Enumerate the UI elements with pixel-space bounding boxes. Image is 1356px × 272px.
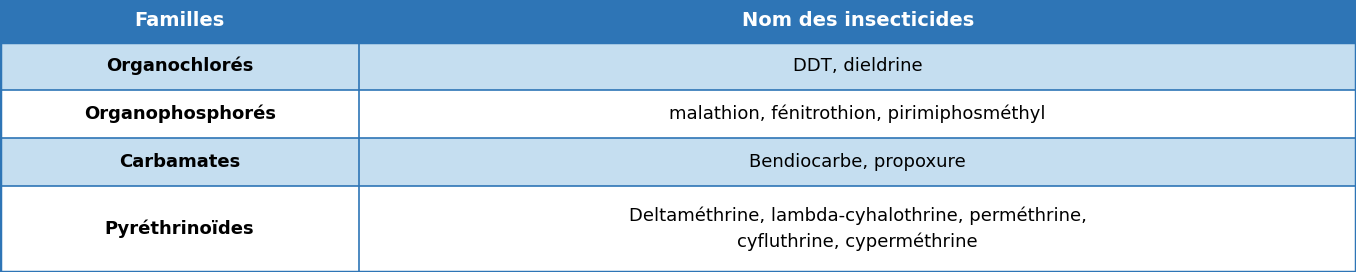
Text: Pyréthrinoïdes: Pyréthrinoïdes [104,220,255,238]
Bar [359,138,1356,186]
Text: Nom des insecticides: Nom des insecticides [742,11,974,30]
Text: Organophosphorés: Organophosphorés [84,105,275,123]
Bar [0,138,359,186]
Bar [359,186,1356,272]
Text: Carbamates: Carbamates [119,153,240,171]
Text: DDT, dieldrine: DDT, dieldrine [793,57,922,75]
Bar [359,0,1356,42]
Bar [0,0,359,42]
Bar [359,42,1356,90]
Text: Deltaméthrine, lambda-cyhalothrine, perméthrine,
cyfluthrine, cyperméthrine: Deltaméthrine, lambda-cyhalothrine, perm… [629,207,1086,251]
Text: Bendiocarbe, propoxure: Bendiocarbe, propoxure [750,153,965,171]
Text: malathion, fénitrothion, pirimiphosméthyl: malathion, fénitrothion, pirimiphosméthy… [670,105,1045,123]
Text: Familles: Familles [134,11,225,30]
Bar [359,90,1356,138]
Bar [0,90,359,138]
Bar [0,186,359,272]
Bar [0,42,359,90]
Text: Organochlorés: Organochlorés [106,57,254,75]
